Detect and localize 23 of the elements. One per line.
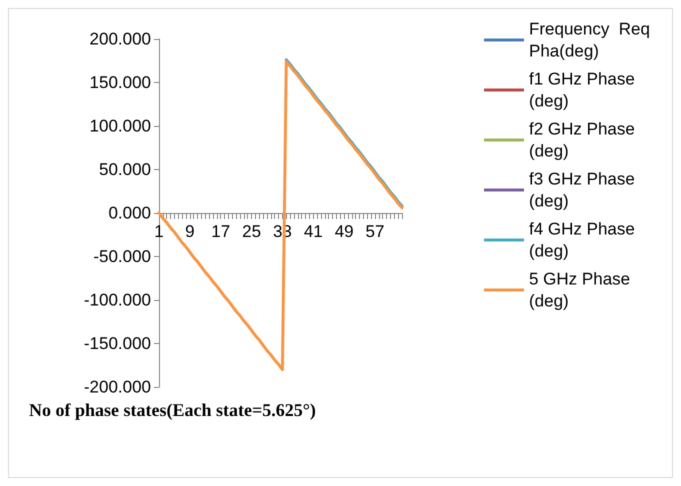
- x-tick-label: 25: [242, 222, 262, 241]
- x-tick-label: 49: [334, 222, 354, 241]
- y-tick-label: 150.000: [90, 73, 151, 92]
- x-axis-title: No of phase states(Each state=5.625°): [29, 400, 316, 420]
- y-tick-label: 0.000: [108, 204, 151, 222]
- y-tick-label: -50.000: [93, 247, 151, 266]
- legend-label: f4 GHz Phase (deg): [529, 220, 640, 260]
- x-tick-label: 41: [304, 222, 323, 241]
- x-tick-label: 57: [366, 222, 384, 241]
- legend-label: Frequency Req Pha(deg): [529, 20, 655, 60]
- legend-label: 5 GHz Phase (deg): [529, 270, 635, 310]
- y-tick-label: -150.000: [84, 334, 151, 353]
- legend-label: f2 GHz Phase (deg): [529, 120, 640, 160]
- x-tick-label: 17: [211, 222, 230, 241]
- legend-label: f3 GHz Phase (deg): [529, 170, 640, 210]
- y-tick-label: 200.000: [90, 30, 151, 48]
- y-tick-label: 100.000: [90, 116, 151, 136]
- y-tick-label: -100.000: [84, 290, 151, 310]
- legend-label: f1 GHz Phase (deg): [529, 70, 640, 110]
- y-tick-label: -200.000: [84, 378, 151, 396]
- x-tick-label: 1: [154, 222, 164, 241]
- x-tick-label: 9: [185, 222, 195, 241]
- y-tick-label: 50.000: [99, 160, 151, 179]
